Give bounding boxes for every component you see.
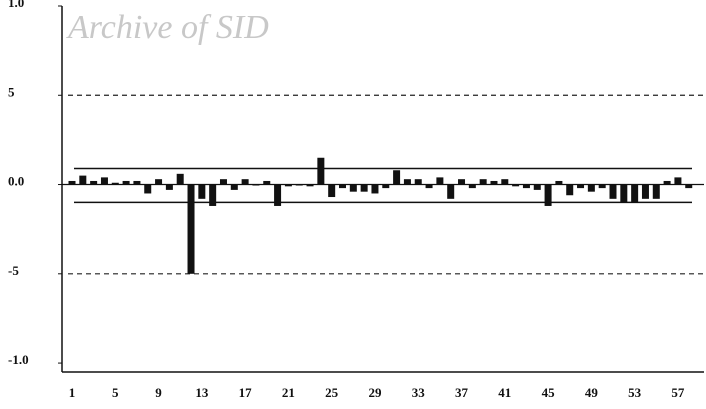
y-tick-label: -1.0	[8, 352, 29, 367]
bar	[479, 179, 487, 185]
x-tick-label: 41	[498, 385, 511, 400]
bar	[252, 184, 260, 186]
bar	[382, 184, 390, 189]
bar	[652, 184, 660, 199]
bar	[436, 177, 444, 185]
bar	[349, 184, 357, 192]
watermark: Archive of SID	[66, 9, 269, 46]
bar	[339, 184, 346, 189]
x-tick-label: 33	[412, 385, 426, 400]
x-tick-label: 53	[628, 385, 642, 400]
bar	[187, 184, 195, 274]
x-tick-label: 17	[239, 385, 253, 400]
x-tick-label: 13	[195, 385, 209, 400]
bar	[155, 179, 163, 185]
bar	[219, 179, 227, 185]
bar	[555, 180, 563, 185]
bar	[100, 177, 108, 185]
x-tick-label: 21	[282, 385, 295, 400]
bar	[598, 184, 606, 189]
bar	[403, 179, 411, 185]
bar	[641, 184, 649, 199]
bar	[241, 179, 249, 185]
bar	[468, 184, 476, 189]
bar	[447, 184, 455, 199]
bar	[587, 184, 595, 192]
bar	[393, 170, 401, 185]
bar	[295, 184, 303, 186]
bar	[133, 180, 141, 185]
bar	[609, 184, 617, 199]
bar	[414, 179, 422, 185]
bar	[512, 184, 520, 187]
bar	[328, 184, 336, 198]
bar	[263, 180, 271, 185]
bar	[306, 184, 314, 187]
bar	[674, 177, 682, 185]
bar	[90, 180, 98, 185]
x-tick-label: 57	[671, 385, 685, 400]
bar	[176, 173, 184, 185]
bar	[68, 180, 76, 185]
bar	[274, 184, 282, 206]
y-tick-label: 1.0	[8, 0, 24, 10]
x-tick-label: 45	[542, 385, 556, 400]
bar	[663, 180, 671, 185]
y-tick-label: 0.0	[8, 174, 24, 189]
bar	[111, 182, 119, 185]
bar	[79, 175, 87, 185]
x-tick-label: 25	[325, 385, 339, 400]
bar	[317, 157, 325, 185]
bar	[490, 180, 498, 185]
bar	[360, 184, 368, 192]
bar	[144, 184, 152, 194]
bar	[284, 184, 292, 187]
bar	[122, 180, 130, 185]
bar	[371, 184, 379, 194]
bar	[230, 184, 238, 190]
bar	[209, 184, 217, 206]
bar	[165, 184, 173, 190]
y-tick-label: -5	[8, 263, 19, 278]
x-tick-label: 49	[585, 385, 599, 400]
bar	[522, 184, 530, 189]
bar	[425, 184, 433, 189]
bar	[631, 184, 639, 203]
bar	[566, 184, 574, 196]
bar	[620, 184, 628, 203]
x-tick-label: 37	[455, 385, 469, 400]
bar	[458, 179, 466, 185]
bar	[544, 184, 552, 206]
y-tick-label: 5	[8, 84, 15, 99]
x-tick-label: 29	[368, 385, 382, 400]
x-tick-label: 5	[112, 385, 119, 400]
bar	[501, 179, 509, 185]
x-tick-label: 9	[155, 385, 162, 400]
x-tick-label: 1	[69, 385, 76, 400]
bar	[577, 184, 585, 189]
bar	[533, 184, 541, 190]
bar	[685, 184, 693, 189]
bar	[198, 184, 206, 199]
